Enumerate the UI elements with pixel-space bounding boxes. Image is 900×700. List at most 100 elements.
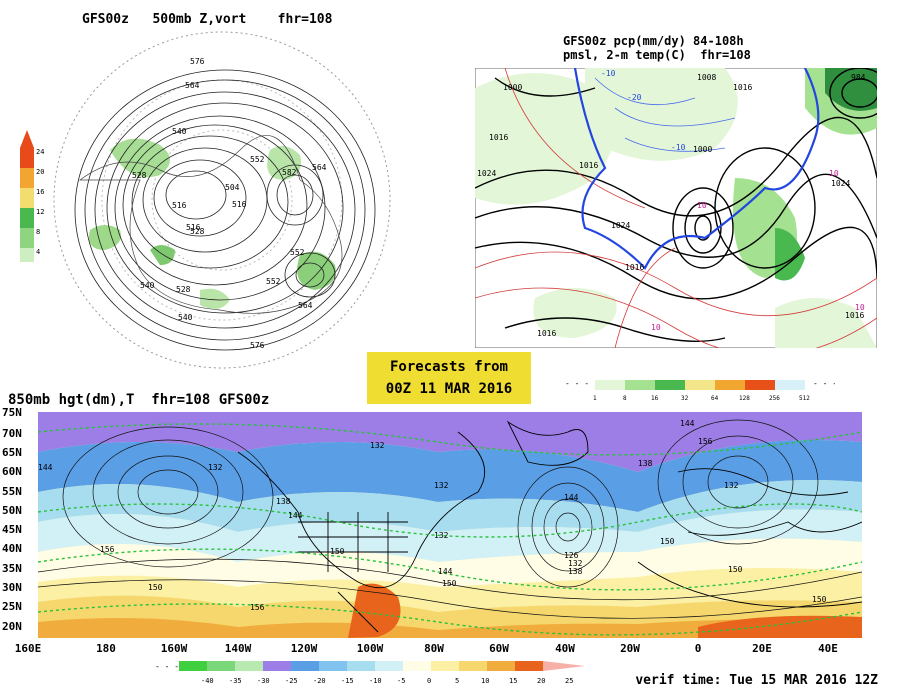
lat-label: 35N (2, 562, 22, 575)
contour-label: 528 (190, 227, 205, 236)
temp-label: -10 (601, 69, 616, 78)
lon-label: 20W (620, 642, 640, 655)
colorbar-tick: 16 (651, 395, 659, 402)
lat-label: 75N (2, 406, 22, 419)
isobar-label: 984 (851, 73, 866, 82)
height-label: 144 (564, 493, 579, 502)
colorbar-tick: 0 (427, 677, 431, 685)
colorbar-swatch (20, 188, 34, 208)
colorbar-swatch (291, 661, 319, 671)
temperature-contours (475, 68, 877, 348)
colorbar-swatch (685, 380, 715, 390)
colorbar-swatch (715, 380, 745, 390)
colorbar-tick: 512 (799, 395, 810, 402)
height-label: 150 (660, 537, 675, 546)
height-contours (74, 69, 376, 351)
vorticity-colorbar: 24 20 16 12 8 4 (20, 130, 44, 262)
pcp-map-title-line2: pmsl, 2-m temp(C) fhr=108 (563, 48, 751, 62)
isobar-label: 1024 (831, 179, 850, 188)
lon-label: 60W (489, 642, 509, 655)
verification-time: verif time: Tue 15 MAR 2016 12Z (635, 673, 878, 688)
lon-label: 40E (818, 642, 838, 655)
height-label: 138 (276, 497, 291, 506)
vorticity-shading (89, 138, 336, 309)
contour-label: 564 (185, 81, 200, 90)
colorbar-swatch (595, 380, 625, 390)
contour-label: 516 (232, 200, 247, 209)
height-label: 150 (728, 565, 743, 574)
contour-label: 516 (186, 223, 201, 232)
colorbar-tick: -35 (229, 677, 242, 685)
isobar-label: 1016 (489, 133, 508, 142)
height-label: 132 (208, 463, 223, 472)
height-label: 132 (568, 559, 583, 568)
colorbar-tick: 10 (481, 677, 489, 685)
contour-label: 540 (172, 127, 187, 136)
height-label: 150 (812, 595, 827, 604)
contour-label: 582 (282, 168, 297, 177)
isobar-label: 1016 (579, 161, 598, 170)
svg-text:- - -: - - - (813, 379, 835, 388)
lon-label: 0 (694, 642, 702, 655)
contour-label: 552 (290, 248, 305, 257)
contour-label: 564 (298, 301, 313, 310)
isobar-label: 1000 (693, 145, 712, 154)
colorbar-swatch (775, 380, 805, 390)
colorbar-tick: 15 (509, 677, 517, 685)
hgt-850mb-map: 132 144 132 138 144 150 156 150 156 150 … (38, 412, 862, 638)
colorbar-tick: 12 (36, 208, 44, 216)
contour-label: 576 (250, 341, 265, 350)
colorbar-tick: 20 (537, 677, 545, 685)
temp-label: 10 (829, 169, 839, 178)
height-label: 144 (680, 419, 695, 428)
colorbar-swatch (347, 661, 375, 671)
lat-label: 20N (2, 620, 22, 633)
isobar-label: 1016 (845, 311, 864, 320)
colorbar-swatch (431, 661, 459, 671)
colorbar-tick: -20 (313, 677, 326, 685)
lon-label: 100W (356, 642, 384, 655)
colorbar-tick: 8 (623, 395, 627, 402)
colorbar-tick: -10 (369, 677, 382, 685)
colorbar-tick: 256 (769, 395, 780, 402)
contour-label: 528 (132, 171, 147, 180)
colorbar-swatch (20, 168, 34, 188)
isobar-label: 1016 (625, 263, 644, 272)
contour-label: 552 (266, 277, 281, 286)
contour-label: 576 (190, 57, 205, 66)
lon-label: 40W (555, 642, 575, 655)
contour-label: 504 (225, 183, 240, 192)
lon-label: 180 (96, 642, 116, 655)
height-label: 144 (38, 463, 53, 472)
forecast-init-box: Forecasts from 00Z 11 MAR 2016 (367, 352, 531, 404)
contour-label: 564 (312, 163, 327, 172)
temp-label: 10 (697, 201, 707, 210)
colorbar-swatch (20, 208, 34, 228)
lon-label: 20E (752, 642, 772, 655)
colorbar-swatch (20, 148, 34, 168)
isobar-label: 1000 (503, 83, 522, 92)
temp-label: 10 (855, 303, 865, 312)
isobar-label: 1024 (477, 169, 496, 178)
colorbar-swatch (263, 661, 291, 671)
isobar-label: 1016 (733, 83, 752, 92)
height-label: 138 (568, 567, 583, 576)
forecast-line1: Forecasts from (389, 359, 508, 375)
colorbar-tick: 25 (565, 677, 573, 685)
lon-label: 80W (424, 642, 444, 655)
colorbar-swatch (487, 661, 515, 671)
colorbar-tick: 5 (455, 677, 459, 685)
colorbar-tick: 64 (711, 395, 719, 402)
height-label: 132 (370, 441, 385, 450)
isobar-label: 1024 (611, 221, 630, 230)
colorbar-tick: -15 (341, 677, 354, 685)
lon-label: 160W (160, 642, 188, 655)
colorbar-tick: 1 (593, 395, 597, 402)
lat-label: 25N (2, 600, 22, 613)
pcp-pmsl-map: 1000 1016 1024 1016 1008 1016 1000 984 1… (475, 68, 877, 348)
lat-label: 65N (2, 446, 22, 459)
temperature-colorbar: - - - -40 -35 -30 -25 -20 -15 -10 -5 0 5… (155, 661, 585, 685)
lon-label: 140W (224, 642, 252, 655)
lat-label: 45N (2, 523, 22, 536)
colorbar-swatch (625, 380, 655, 390)
